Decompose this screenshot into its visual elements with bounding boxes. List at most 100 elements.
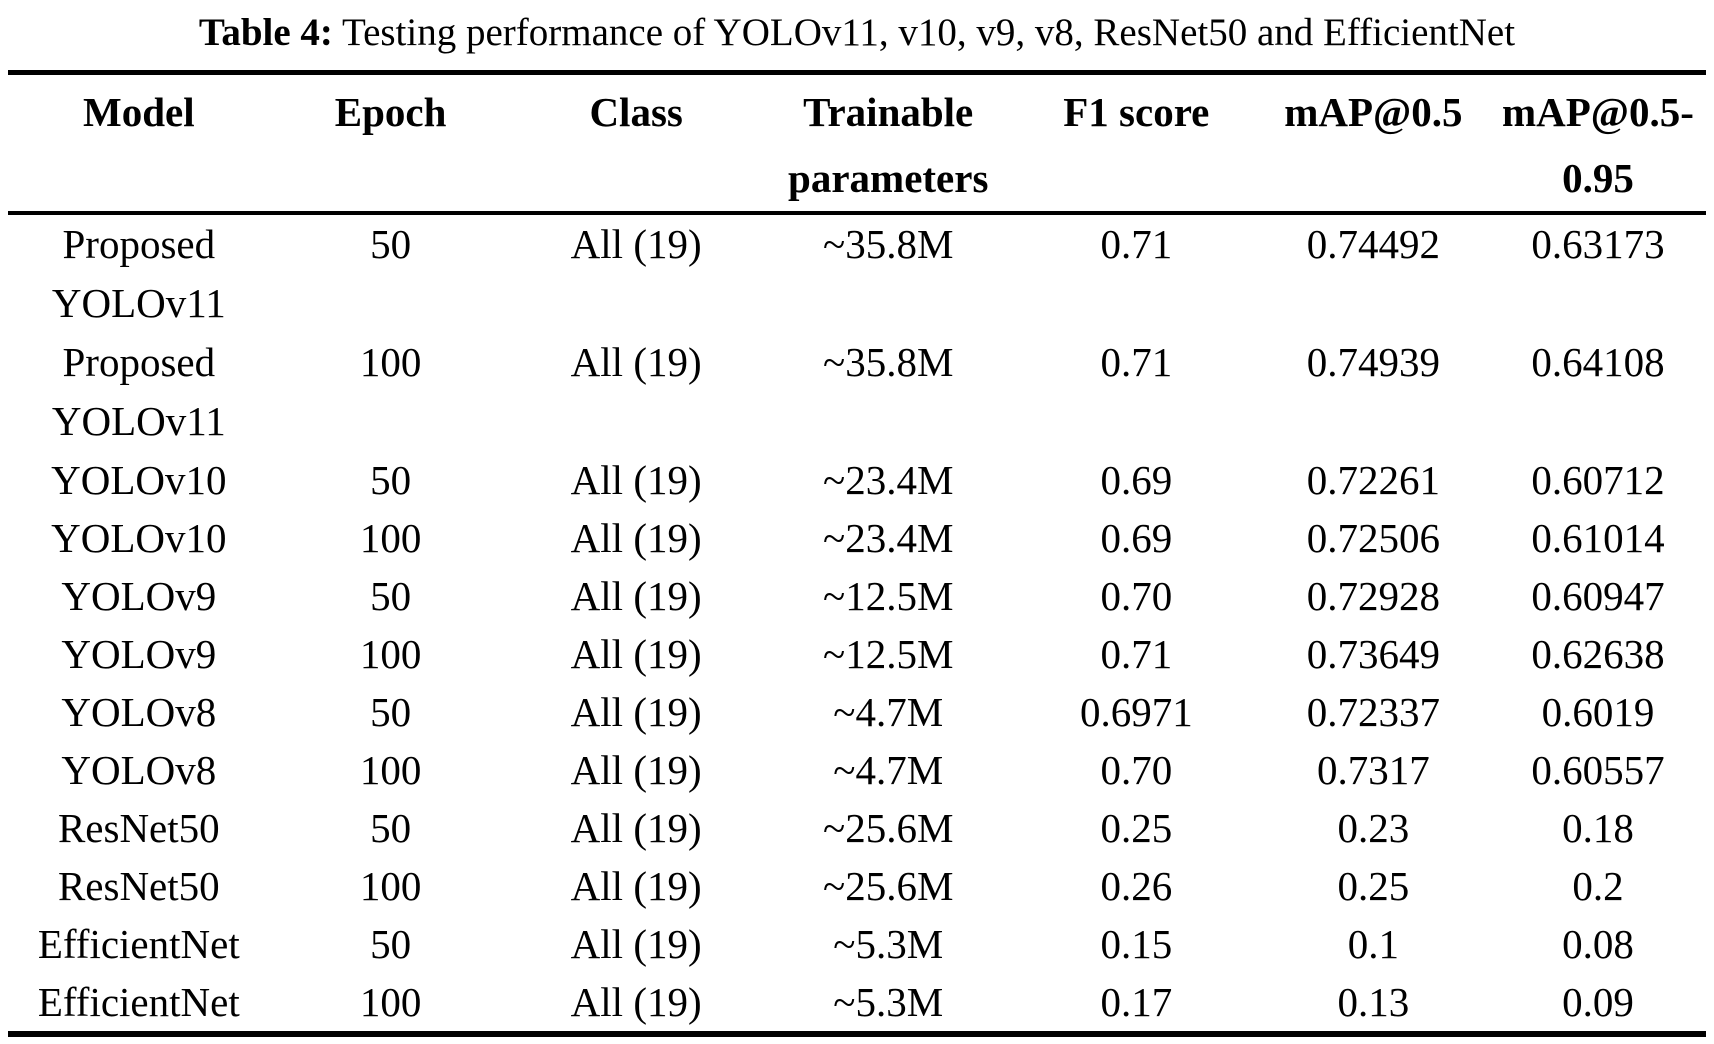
cell-f1: 0.71: [1100, 631, 1173, 677]
table-row: YOLOv8 100 All (19) ~4.7M 0.70 0.7317 0.…: [8, 741, 1706, 799]
cell-epoch: 50: [370, 921, 412, 967]
cell-model: ResNet50: [57, 863, 220, 909]
cell-params: ~12.5M: [823, 573, 954, 619]
cell-model: EfficientNet: [37, 979, 240, 1025]
cell-params: ~25.6M: [823, 805, 954, 851]
cell-params: ~35.8M: [823, 339, 954, 385]
cell-f1: 0.25: [1100, 805, 1173, 851]
cell-map50: 0.1: [1347, 921, 1399, 967]
cell-class: All (19): [570, 515, 702, 561]
table-row: ResNet50 50 All (19) ~25.6M 0.25 0.23 0.…: [8, 799, 1706, 857]
col-header-model: Model: [83, 89, 195, 135]
cell-params: ~35.8M: [823, 221, 954, 267]
cell-map5095: 0.60712: [1531, 457, 1665, 503]
cell-map50: 0.72261: [1306, 457, 1440, 503]
cell-f1: 0.6971: [1079, 689, 1193, 735]
cell-params: ~23.4M: [823, 515, 954, 561]
cell-params: ~25.6M: [823, 863, 954, 909]
table-row: ResNet50 100 All (19) ~25.6M 0.26 0.25 0…: [8, 857, 1706, 915]
cell-map5095: 0.64108: [1531, 339, 1665, 385]
col-header-epoch: Epoch: [334, 89, 447, 135]
cell-f1: 0.70: [1100, 573, 1173, 619]
cell-map50: 0.72337: [1306, 689, 1440, 735]
cell-map50: 0.7317: [1316, 747, 1430, 793]
cell-model: YOLOv9: [61, 631, 217, 677]
cell-params: ~4.7M: [833, 747, 944, 793]
cell-f1: 0.70: [1100, 747, 1173, 793]
cell-epoch: 50: [370, 221, 412, 267]
table-caption: Table 4: Testing performance of YOLOv11,…: [0, 8, 1714, 58]
cell-model: YOLOv10: [51, 457, 227, 503]
table-caption-text: Testing performance of YOLOv11, v10, v9,…: [341, 11, 1516, 54]
cell-f1: 0.15: [1100, 921, 1173, 967]
cell-map5095: 0.09: [1562, 979, 1634, 1025]
cell-model: EfficientNet: [37, 921, 240, 967]
header-row: Model Epoch Class Trainable parameters F1…: [8, 73, 1706, 213]
cell-map50: 0.74939: [1306, 339, 1440, 385]
cell-f1: 0.26: [1100, 863, 1173, 909]
table-row: Proposed YOLOv11 50 All (19) ~35.8M 0.71 …: [8, 213, 1706, 333]
cell-class: All (19): [570, 457, 702, 503]
cell-class: All (19): [570, 747, 702, 793]
cell-epoch: 50: [370, 457, 412, 503]
cell-epoch: 100: [359, 515, 422, 561]
cell-epoch: 100: [359, 339, 422, 385]
cell-map5095: 0.60947: [1531, 573, 1665, 619]
cell-model: Proposed YOLOv11: [51, 339, 226, 444]
cell-epoch: 50: [370, 573, 412, 619]
cell-epoch: 100: [359, 979, 422, 1025]
cell-class: All (19): [570, 689, 702, 735]
cell-map5095: 0.63173: [1531, 221, 1665, 267]
table-row: YOLOv10 100 All (19) ~23.4M 0.69 0.72506…: [8, 509, 1706, 567]
cell-model: YOLOv9: [61, 573, 217, 619]
cell-class: All (19): [570, 631, 702, 677]
cell-map5095: 0.18: [1562, 805, 1634, 851]
cell-params: ~4.7M: [833, 689, 944, 735]
cell-class: All (19): [570, 805, 702, 851]
cell-epoch: 100: [359, 863, 422, 909]
col-header-map-05-095: mAP@0.5- 0.95: [1502, 89, 1694, 201]
cell-params: ~5.3M: [833, 979, 944, 1025]
table-row: Proposed YOLOv11 100 All (19) ~35.8M 0.71…: [8, 333, 1706, 451]
cell-class: All (19): [570, 979, 702, 1025]
cell-class: All (19): [570, 339, 702, 385]
table-row: EfficientNet 50 All (19) ~5.3M 0.15 0.1 …: [8, 915, 1706, 973]
cell-model: Proposed YOLOv11: [51, 221, 226, 326]
cell-params: ~23.4M: [823, 457, 954, 503]
cell-map50: 0.73649: [1306, 631, 1440, 677]
cell-epoch: 100: [359, 747, 422, 793]
col-header-map-05: mAP@0.5: [1284, 89, 1463, 135]
cell-map5095: 0.2: [1572, 863, 1624, 909]
table-row: YOLOv8 50 All (19) ~4.7M 0.6971 0.72337 …: [8, 683, 1706, 741]
cell-class: All (19): [570, 921, 702, 967]
cell-class: All (19): [570, 573, 702, 619]
cell-map50: 0.23: [1337, 805, 1410, 851]
table-row: YOLOv9 50 All (19) ~12.5M 0.70 0.72928 0…: [8, 567, 1706, 625]
cell-map50: 0.72928: [1306, 573, 1440, 619]
cell-f1: 0.71: [1100, 221, 1173, 267]
col-header-f1-score: F1 score: [1063, 89, 1210, 135]
cell-f1: 0.69: [1100, 457, 1173, 503]
cell-map5095: 0.6019: [1541, 689, 1655, 735]
cell-class: All (19): [570, 863, 702, 909]
cell-map5095: 0.62638: [1531, 631, 1665, 677]
cell-model: ResNet50: [57, 805, 220, 851]
cell-class: All (19): [570, 221, 702, 267]
cell-model: YOLOv8: [61, 747, 217, 793]
cell-epoch: 100: [359, 631, 422, 677]
cell-map50: 0.25: [1337, 863, 1410, 909]
cell-map50: 0.72506: [1306, 515, 1440, 561]
col-header-class: Class: [589, 89, 683, 135]
cell-map5095: 0.61014: [1531, 515, 1665, 561]
col-header-trainable-parameters: Trainable parameters: [788, 89, 989, 201]
table-row: YOLOv9 100 All (19) ~12.5M 0.71 0.73649 …: [8, 625, 1706, 683]
cell-map5095: 0.08: [1562, 921, 1634, 967]
table-row: EfficientNet 100 All (19) ~5.3M 0.17 0.1…: [8, 973, 1706, 1034]
performance-table: Model Epoch Class Trainable parameters F1…: [8, 70, 1706, 1037]
table-caption-label: Table 4:: [198, 11, 333, 54]
cell-model: YOLOv8: [61, 689, 217, 735]
cell-epoch: 50: [370, 689, 412, 735]
cell-f1: 0.69: [1100, 515, 1173, 561]
cell-f1: 0.71: [1100, 339, 1173, 385]
cell-epoch: 50: [370, 805, 412, 851]
